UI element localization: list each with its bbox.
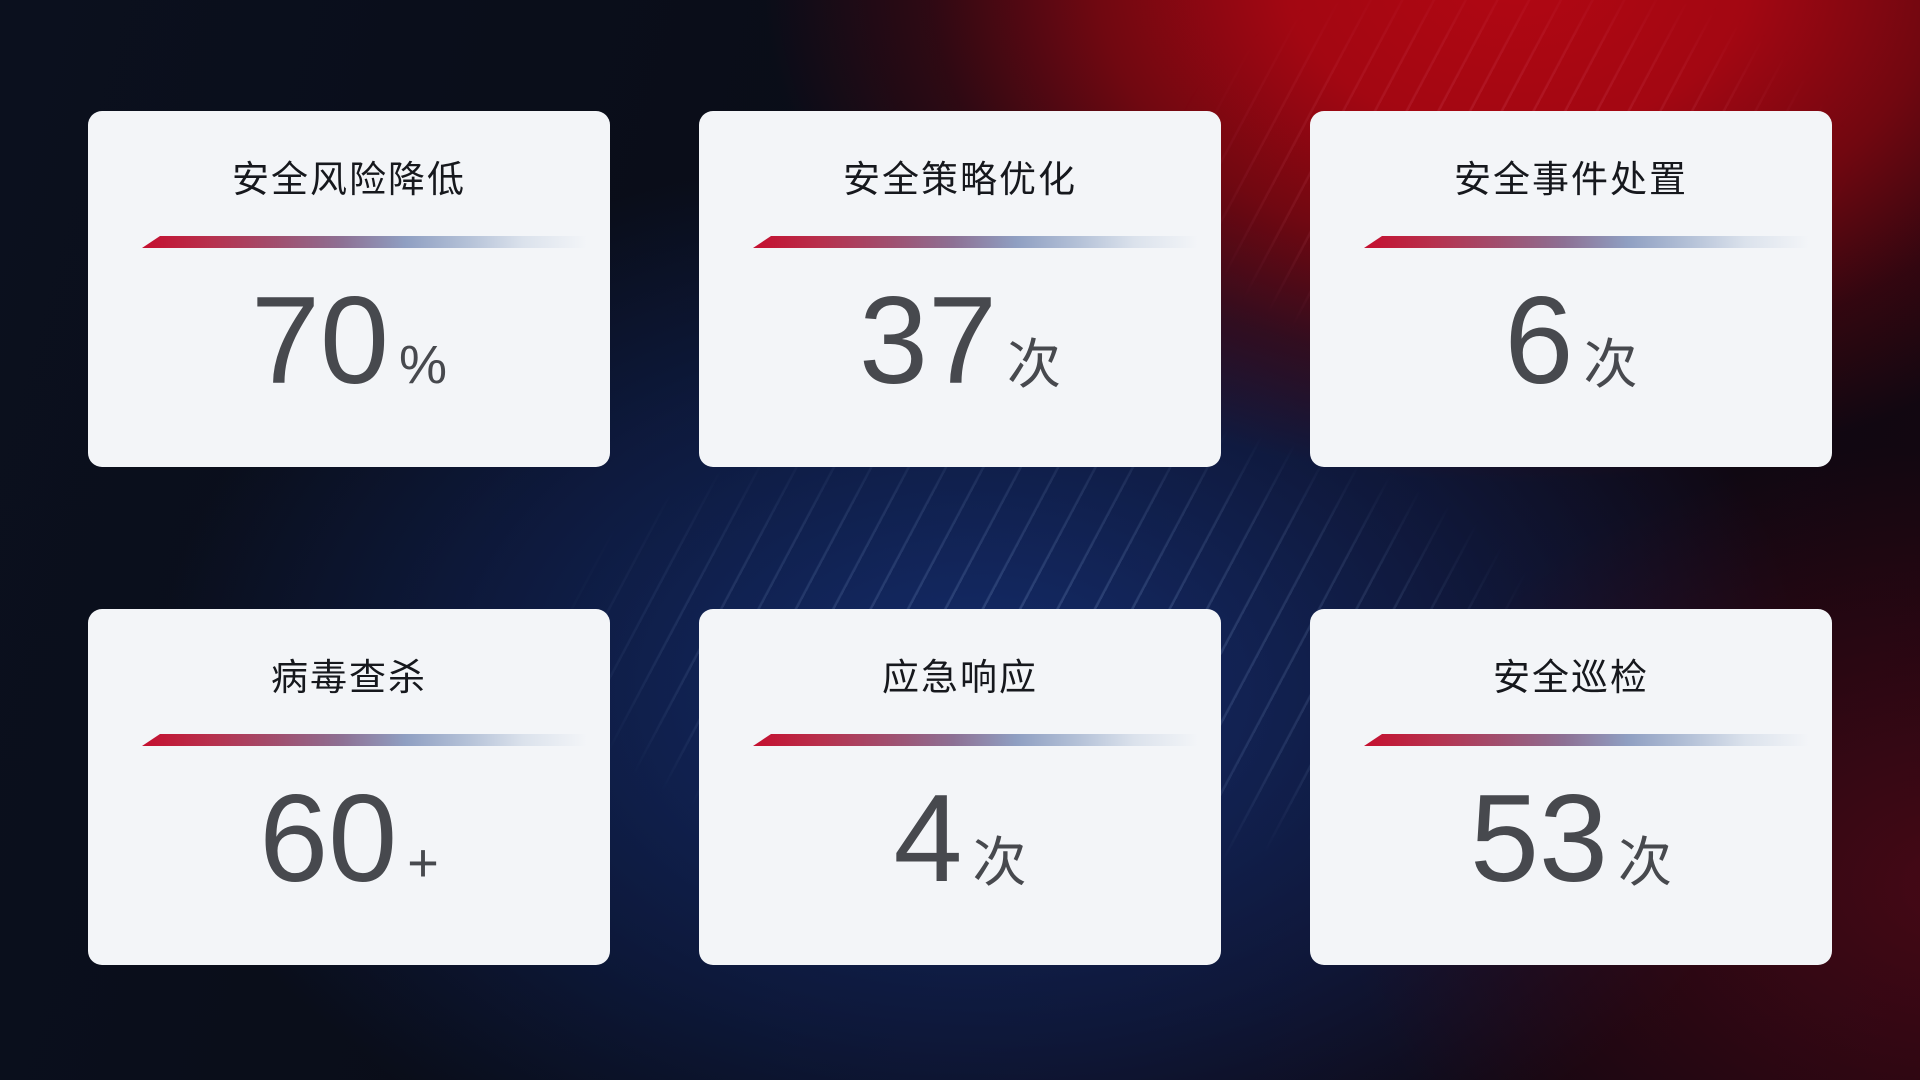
card-title: 病毒查杀 <box>271 657 427 698</box>
gradient-divider <box>1364 236 1818 248</box>
card-title: 安全巡检 <box>1493 657 1649 698</box>
gradient-divider <box>142 734 596 746</box>
gradient-divider <box>753 734 1207 746</box>
stat-card-security-inspection: 安全巡检 53 次 <box>1310 609 1832 965</box>
metric: 60 + <box>88 760 610 919</box>
metric-unit: % <box>398 335 447 395</box>
metric-value: 6 <box>1504 272 1574 410</box>
metric-value: 4 <box>893 770 963 908</box>
metric-unit: 次 <box>1006 335 1061 395</box>
card-title: 应急响应 <box>882 657 1038 698</box>
stat-card-virus-scan: 病毒查杀 60 + <box>88 609 610 965</box>
metric-value: 70 <box>251 272 389 410</box>
gradient-divider <box>1364 734 1818 746</box>
stat-card-security-risk-reduction: 安全风险降低 70 % <box>88 111 610 467</box>
metric-value: 60 <box>259 770 398 908</box>
stat-card-security-policy-optimization: 安全策略优化 37 次 <box>699 111 1221 467</box>
card-title: 安全策略优化 <box>843 159 1077 200</box>
stat-card-security-incident-handling: 安全事件处置 6 次 <box>1310 111 1832 467</box>
stat-card-grid: 安全风险降低 70 % 安全策略优化 37 次 安全事件处置 6 次 病毒查 <box>88 111 1832 965</box>
metric-unit: 次 <box>972 833 1027 893</box>
metric-value: 53 <box>1470 770 1608 908</box>
metric: 37 次 <box>699 262 1221 421</box>
gradient-divider <box>142 236 596 248</box>
metric-unit: + <box>407 833 439 893</box>
metric-unit: 次 <box>1583 335 1638 395</box>
metric-unit: 次 <box>1617 833 1672 893</box>
metric-value: 37 <box>859 272 997 410</box>
card-title: 安全风险降低 <box>232 159 466 200</box>
metric: 6 次 <box>1310 262 1832 421</box>
card-title: 安全事件处置 <box>1454 159 1688 200</box>
gradient-divider <box>753 236 1207 248</box>
metric: 4 次 <box>699 760 1221 919</box>
metric: 70 % <box>88 262 610 421</box>
stat-card-emergency-response: 应急响应 4 次 <box>699 609 1221 965</box>
metric: 53 次 <box>1310 760 1832 919</box>
